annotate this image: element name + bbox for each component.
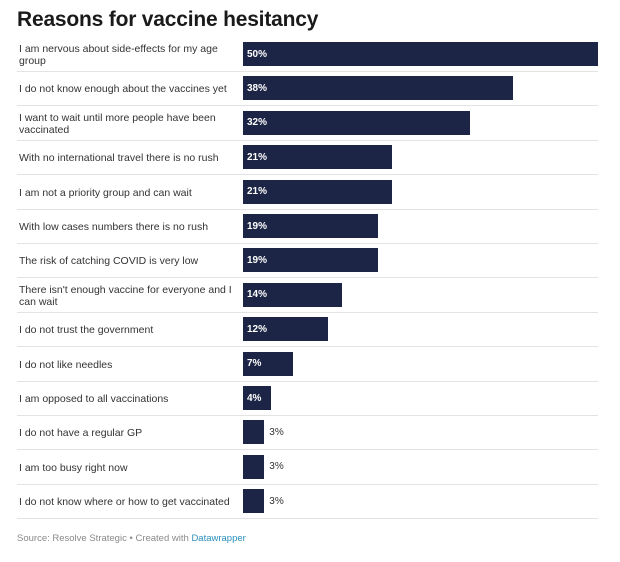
bar: [243, 351, 293, 376]
bar-row: I am opposed to all vaccinations 4%: [17, 382, 598, 416]
value-label: 19%: [247, 220, 268, 232]
bar: [243, 248, 378, 273]
bar-chart: I am nervous about side-effects for my a…: [0, 38, 620, 520]
category-label: I am nervous about side-effects for my a…: [19, 43, 218, 67]
category-label: I do not know enough about the vaccines …: [19, 83, 227, 96]
category-label: I am opposed to all vaccinations: [19, 393, 169, 405]
row-divider: [17, 277, 598, 279]
category-label: With low cases numbers there is no rush: [19, 221, 209, 233]
footer-separator: •: [126, 533, 136, 544]
category-label: I do not have a regular GP: [19, 427, 143, 440]
bar: [243, 76, 513, 101]
value-label: 4%: [247, 392, 262, 404]
bar-row: I am not a priority group and can wait 21…: [17, 176, 598, 210]
bar-row: With low cases numbers there is no rush 1…: [17, 210, 598, 244]
bar-row: I want to wait until more people have be…: [17, 107, 598, 141]
row-divider: [17, 311, 598, 313]
source-note: Source: Resolve Strategic: [17, 533, 127, 544]
category-label: I do not know where or how to get vaccin…: [19, 496, 230, 509]
value-label: 12%: [247, 323, 268, 335]
bar-row: I do not know where or how to get vaccin…: [17, 485, 598, 520]
chart-footer: Source: Resolve Strategic • Created with…: [17, 533, 246, 544]
value-label: 7%: [247, 358, 262, 370]
bar: [243, 489, 265, 514]
bar: [243, 317, 329, 342]
bar-row: With no international travel there is no…: [17, 141, 598, 176]
category-label: The risk of catching COVID is very low: [19, 255, 199, 268]
row-divider: [17, 449, 598, 451]
row-divider: [17, 483, 598, 485]
value-label: 38%: [247, 82, 268, 94]
row-divider: [17, 346, 598, 348]
bar: [243, 179, 393, 204]
bar: [243, 420, 265, 445]
bar-row: I do not have a regular GP 3%: [17, 416, 598, 451]
category-label: I do not like needles: [19, 358, 113, 371]
row-divider: [17, 139, 598, 141]
bar-row: I do not know enough about the vaccines …: [17, 72, 598, 107]
bar-row: There isn't enough vaccine for everyone …: [17, 279, 598, 313]
value-label: 3%: [269, 495, 284, 507]
bar: [243, 282, 343, 307]
bar-row: I do not like needles 7%: [17, 348, 598, 382]
category-label: I am too busy right now: [19, 461, 128, 474]
row-divider: [17, 174, 598, 176]
chart-title: Reasons for vaccine hesitancy: [17, 8, 319, 31]
row-divider: [17, 71, 598, 72]
row-divider: [17, 243, 598, 244]
bar: [243, 110, 471, 135]
value-label: 3%: [269, 426, 284, 438]
bar: [243, 214, 378, 238]
bar-row: The risk of catching COVID is very low 19…: [17, 244, 598, 279]
row-divider: [17, 415, 598, 416]
row-divider: [17, 380, 598, 382]
bar: [243, 42, 598, 66]
row-divider: [17, 518, 598, 520]
created-with-text: Created with: [135, 533, 192, 544]
category-label: I want to wait until more people have be…: [19, 111, 216, 136]
row-divider: [17, 208, 598, 210]
value-label: 21%: [247, 151, 268, 163]
bar: [243, 386, 272, 410]
category-label: I am not a priority group and can wait: [19, 186, 192, 199]
bar: [243, 145, 393, 170]
category-label: With no international travel there is no…: [19, 152, 219, 165]
value-label: 21%: [247, 186, 268, 198]
bar-row: I am nervous about side-effects for my a…: [17, 38, 598, 72]
bar-row: I do not trust the government 12%: [17, 313, 598, 348]
row-divider: [17, 105, 598, 107]
bar: [243, 454, 265, 479]
category-label: There isn't enough vaccine for everyone …: [19, 283, 232, 308]
value-label: 32%: [247, 117, 268, 129]
value-label: 19%: [247, 254, 268, 266]
datawrapper-link[interactable]: Datawrapper: [191, 533, 246, 544]
value-label: 14%: [247, 289, 268, 301]
bar-row: I am too busy right now 3%: [17, 451, 598, 485]
value-label: 50%: [247, 48, 268, 60]
value-label: 3%: [269, 461, 284, 473]
category-label: I do not trust the government: [19, 324, 154, 337]
